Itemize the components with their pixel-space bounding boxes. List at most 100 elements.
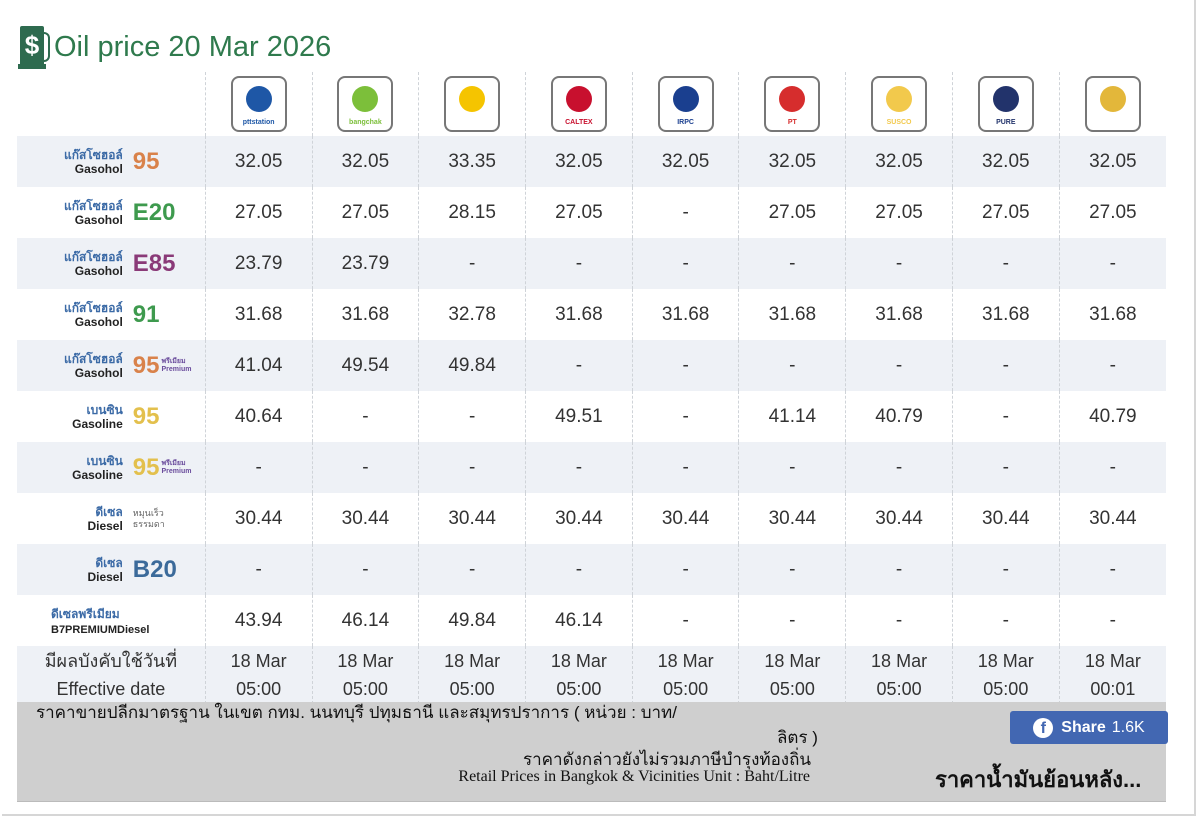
fuel-names: แก๊สโซฮอล์ Gasohol xyxy=(64,148,123,176)
price-cell: - xyxy=(845,595,953,646)
price-cell: 32.05 xyxy=(951,136,1060,187)
fuel-grade-premium: พรีเมียม Premium xyxy=(161,358,192,374)
fuel-name-th: แก๊สโซฮอล์ xyxy=(63,249,123,264)
fuel-name-th: แก๊สโซฮอล์ xyxy=(63,198,123,213)
effective-date: 18 Mar xyxy=(230,651,287,671)
brand-emblem xyxy=(565,86,592,112)
price-cell: 46.14 xyxy=(525,595,633,646)
price-cell: - xyxy=(631,595,739,646)
brand-caption: CALTEX xyxy=(565,119,593,126)
price-cell: - xyxy=(951,238,1060,289)
fuel-grade-premium: พรีเมียม Premium xyxy=(161,460,192,476)
effective-date: 18 Mar xyxy=(977,651,1034,671)
fuel-label: ดีเซล Diesel หมุนเร็ว ธรรมดา xyxy=(17,505,205,533)
price-cell: - xyxy=(418,391,526,442)
price-cell: 33.35 xyxy=(418,136,526,187)
price-cell: - xyxy=(525,544,633,595)
fuel-price-row: แก๊สโซฮอล์ Gasohol 91 31.68 31.68 32.78 31.68 3… xyxy=(17,289,1166,340)
fuel-name-en: Gasohol xyxy=(74,263,123,278)
effective-time: 00:01 xyxy=(1090,679,1136,699)
price-cell: 27.05 xyxy=(204,187,313,238)
effective-time: 05:00 xyxy=(876,679,922,699)
price-cell: 30.44 xyxy=(1058,493,1166,544)
price-cell: - xyxy=(311,391,419,442)
price-cell: 49.54 xyxy=(311,340,419,391)
price-cell: - xyxy=(738,238,846,289)
brand-emblem xyxy=(245,86,272,112)
fuel-grade-value: 95 xyxy=(132,453,160,481)
price-cell: 30.44 xyxy=(845,493,953,544)
page-title: Oil price 20 Mar 2026 xyxy=(54,30,332,63)
facebook-share-button[interactable]: f Share 1.6K xyxy=(1010,711,1168,744)
effective-time: 05:00 xyxy=(556,679,602,699)
fuel-grade: B20 xyxy=(133,556,191,584)
fuel-name-en: Diesel xyxy=(87,569,123,584)
brand-header-cell: CALTEX xyxy=(525,72,633,136)
price-cell: 27.05 xyxy=(951,187,1060,238)
fuel-label: แก๊สโซฮอล์ Gasohol 95 พรีเมียม Premium xyxy=(17,352,205,380)
price-cell: - xyxy=(525,238,633,289)
fuel-label: เบนซิน Gasoline 95 พรีเมียม Premium xyxy=(17,454,205,482)
fuel-name-en: B7PREMIUMDiesel xyxy=(51,624,150,636)
fuel-names: แก๊สโซฮอล์ Gasohol xyxy=(64,352,123,380)
fuel-name-en: Gasohol xyxy=(74,314,123,329)
fuel-name-th: ดีเซล xyxy=(95,504,123,519)
brand-logo-icon: CALTEX xyxy=(550,76,607,132)
price-cell: 32.05 xyxy=(204,136,313,187)
price-cell: - xyxy=(631,187,739,238)
price-cell: 32.05 xyxy=(1058,136,1166,187)
fuel-pump-dollar-icon: $ xyxy=(18,24,50,70)
price-cell: 30.44 xyxy=(631,493,739,544)
price-cell: - xyxy=(845,544,953,595)
fuel-name-th: ดีเซล xyxy=(95,555,123,570)
price-history-link[interactable]: ราคาน้ำมันย้อนหลัง... xyxy=(935,767,1142,792)
price-cell: - xyxy=(1058,340,1166,391)
price-cell: 31.68 xyxy=(204,289,313,340)
fuel-label: เบนซิน Gasoline 95 xyxy=(17,403,205,431)
price-cell: 32.78 xyxy=(418,289,526,340)
brand-emblem xyxy=(1099,86,1126,112)
fuel-names: แก๊สโซฮอล์ Gasohol xyxy=(64,301,123,329)
fuel-grade: 95 พรีเมียม Premium xyxy=(132,453,192,482)
price-cell: 40.64 xyxy=(204,391,313,442)
fuel-label: แก๊สโซฮอล์ Gasohol 91 xyxy=(17,301,205,329)
price-cell: 31.68 xyxy=(951,289,1060,340)
price-cell: 31.68 xyxy=(631,289,739,340)
price-cell: - xyxy=(631,442,739,493)
fuel-name-th: เบนซิน xyxy=(86,453,123,468)
fuel-label: แก๊สโซฮอล์ Gasohol E20 xyxy=(17,199,205,227)
brand-caption: bangchak xyxy=(349,119,382,126)
fuel-names: เบนซิน Gasoline xyxy=(72,403,123,431)
price-cell: 32.05 xyxy=(845,136,953,187)
corner-cell xyxy=(17,72,206,136)
effective-date: 18 Mar xyxy=(764,651,821,671)
brand-logo-icon: PT xyxy=(764,76,821,132)
price-cell: - xyxy=(418,238,526,289)
brand-logo-icon: IRPC xyxy=(657,76,714,132)
fuel-grade-value: 95 xyxy=(132,402,160,430)
brand-emblem xyxy=(886,86,913,112)
price-cell: - xyxy=(525,340,633,391)
price-cell: - xyxy=(1058,442,1166,493)
price-cell: - xyxy=(738,544,846,595)
price-cell: 31.68 xyxy=(845,289,953,340)
brand-logo-icon xyxy=(444,76,501,132)
price-cell: 31.68 xyxy=(311,289,419,340)
fuel-label-cell: เบนซิน Gasoline 95 xyxy=(17,391,206,442)
price-cell: 32.05 xyxy=(631,136,739,187)
brand-emblem xyxy=(672,86,699,112)
brand-logo-icon: bangchak xyxy=(337,76,394,132)
brand-caption: IRPC xyxy=(677,119,694,126)
fuel-label-cell: เบนซิน Gasoline 95 พรีเมียม Premium xyxy=(17,442,206,493)
price-cell: 49.84 xyxy=(418,595,526,646)
effective-date: 18 Mar xyxy=(657,651,714,671)
fuel-names: ดีเซล Diesel xyxy=(87,505,122,533)
fuel-grade-value: B20 xyxy=(132,555,177,583)
price-cell: - xyxy=(204,544,313,595)
fuel-price-row: เบนซิน Gasoline 95 พรีเมียม Premium - - - - - - - -… xyxy=(17,442,1166,493)
price-cell: 30.44 xyxy=(525,493,633,544)
price-cell: 41.04 xyxy=(204,340,313,391)
price-cell: 28.15 xyxy=(418,187,526,238)
fuel-label: ดีเซลพรีเมียม B7PREMIUMDiesel xyxy=(17,605,205,636)
